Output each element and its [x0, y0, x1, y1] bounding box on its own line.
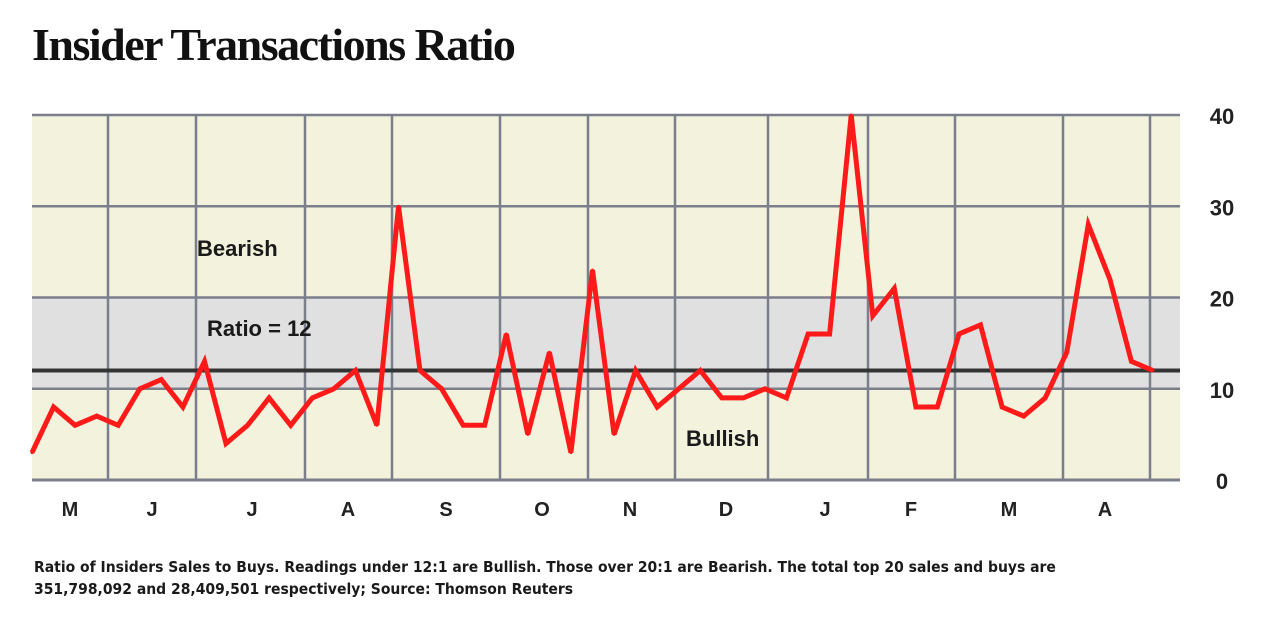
data-point: [763, 387, 767, 391]
x-tick-label: M: [1001, 499, 1018, 521]
data-point: [116, 423, 120, 427]
data-point: [396, 204, 400, 208]
data-point: [202, 359, 206, 363]
x-tick-label: N: [623, 499, 637, 521]
data-point: [979, 323, 983, 327]
y-tick-label: 20: [1210, 287, 1234, 312]
data-point: [483, 423, 487, 427]
data-point: [677, 387, 681, 391]
line-chart: 0 10 20 30 40 M J J A S O N D J F M A Bearish Ratio = 12…: [29, 104, 1234, 521]
data-point: [181, 405, 185, 409]
data-point: [138, 387, 142, 391]
bullish-label: Bullish: [686, 426, 759, 451]
y-axis-labels: 0 10 20 30 40: [1210, 104, 1234, 494]
data-point: [935, 405, 939, 409]
data-point: [655, 405, 659, 409]
bearish-label: Bearish: [197, 236, 278, 261]
x-tick-label: A: [341, 499, 355, 521]
data-point: [52, 405, 56, 409]
data-point: [1022, 414, 1026, 418]
data-point: [267, 396, 271, 400]
data-point: [806, 332, 810, 336]
y-tick-label: 10: [1210, 378, 1234, 403]
data-point: [720, 396, 724, 400]
data-point: [871, 314, 875, 318]
x-tick-label: D: [719, 499, 733, 521]
x-tick-label: J: [246, 499, 257, 521]
data-point: [849, 113, 853, 117]
data-point: [1043, 396, 1047, 400]
data-point: [30, 451, 34, 455]
data-point: [612, 432, 616, 436]
data-point: [289, 423, 293, 427]
x-tick-label: A: [1098, 499, 1112, 521]
data-point: [1151, 369, 1155, 372]
data-point: [504, 332, 508, 336]
data-point: [1065, 350, 1069, 354]
y-tick-label: 30: [1210, 195, 1234, 220]
data-point: [526, 432, 530, 436]
data-point: [310, 396, 314, 400]
data-point: [591, 268, 594, 272]
x-tick-label: J: [819, 499, 830, 521]
x-tick-label: O: [534, 499, 550, 521]
x-tick-label: S: [439, 499, 452, 521]
data-point: [461, 423, 465, 427]
data-point: [785, 396, 789, 400]
footnote: Ratio of Insiders Sales to Buys. Reading…: [34, 558, 1056, 598]
chart-title: Insider Transactions Ratio: [32, 19, 516, 70]
data-point: [1000, 405, 1004, 409]
data-point: [224, 442, 228, 445]
horizontal-gridlines: [32, 113, 1180, 482]
data-point: [828, 332, 832, 336]
data-point: [159, 378, 163, 382]
data-point: [1086, 223, 1090, 226]
data-point: [332, 387, 336, 391]
data-point: [73, 423, 77, 427]
y-tick-label: 0: [1216, 469, 1228, 494]
data-point: [246, 423, 250, 427]
data-point: [892, 286, 896, 290]
data-point: [698, 369, 702, 372]
data-point: [569, 451, 573, 455]
data-point: [1129, 359, 1133, 363]
x-tick-label: F: [905, 499, 917, 521]
data-point: [914, 405, 918, 409]
data-point: [1108, 277, 1112, 281]
data-point: [353, 369, 357, 372]
data-point: [957, 332, 961, 336]
data-point: [634, 369, 638, 372]
data-point: [440, 387, 444, 391]
data-point: [375, 423, 379, 427]
data-point: [547, 350, 551, 354]
y-tick-label: 40: [1210, 104, 1234, 129]
series-line: [29, 113, 1155, 455]
x-tick-label: J: [146, 499, 157, 521]
data-point: [95, 414, 99, 418]
x-tick-label: M: [62, 499, 79, 521]
data-point: [418, 369, 422, 372]
threshold-label: Ratio = 12: [207, 316, 312, 341]
annotations: Bearish Ratio = 12 Bullish: [197, 236, 759, 451]
data-point: [741, 396, 745, 400]
